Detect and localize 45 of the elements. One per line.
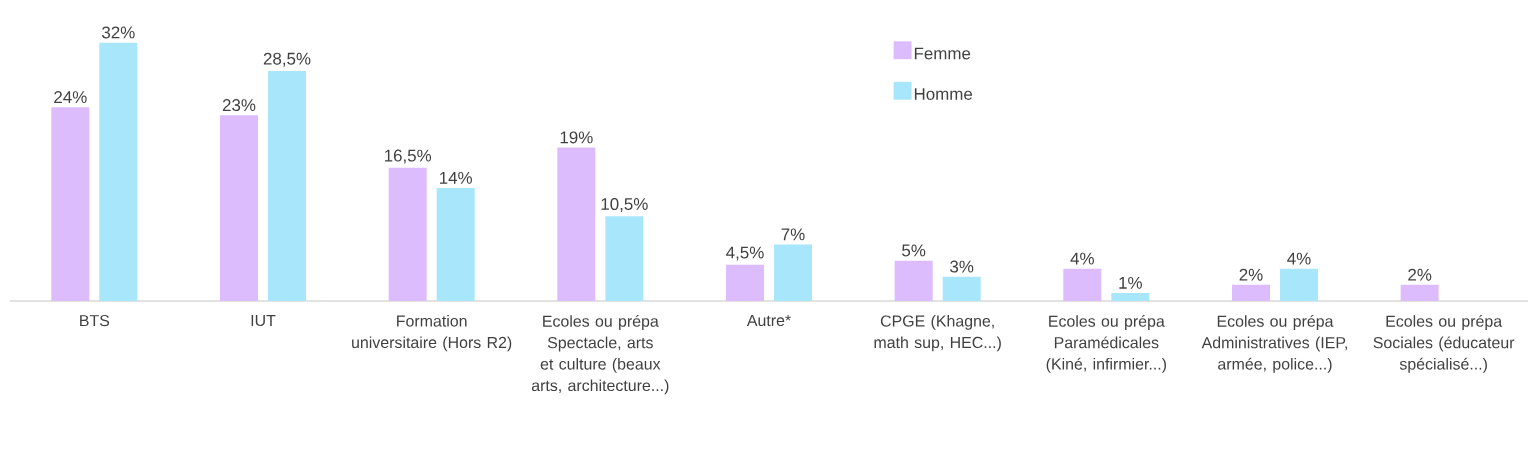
data-label: 16,5% <box>384 149 432 164</box>
data-label: 4% <box>1287 252 1311 265</box>
data-label: 5% <box>902 244 926 257</box>
x-tick-label: Ecoles ou prépa Spectacle, arts et culture (beaux arts, architecture...) <box>531 314 669 395</box>
data-label: 7% <box>781 228 805 241</box>
bar <box>51 107 90 301</box>
legend-label: Homme <box>914 88 973 100</box>
bar <box>605 216 644 301</box>
data-label: 10,5% <box>601 198 648 213</box>
bar <box>1231 284 1270 301</box>
bar <box>1280 268 1318 301</box>
bar <box>894 260 933 301</box>
bar <box>1400 284 1439 301</box>
bar <box>726 264 764 301</box>
data-label: 2% <box>1239 268 1263 281</box>
legend-label: Femme <box>914 47 971 60</box>
data-label: 4,5% <box>726 246 764 261</box>
data-label: 19% <box>560 131 593 144</box>
data-label: 23% <box>222 99 256 112</box>
data-label: 32% <box>102 26 135 39</box>
x-tick-label: IUT <box>251 314 276 327</box>
data-label: 1% <box>1119 276 1142 289</box>
data-label: 24% <box>54 91 87 104</box>
data-label: 4% <box>1070 252 1094 265</box>
data-label: 14% <box>440 171 472 184</box>
data-label: 2% <box>1408 268 1432 281</box>
bar <box>388 167 427 301</box>
x-tick-label: Ecoles ou prépa Paramédicales (Kiné, infirmier...) <box>1046 314 1167 373</box>
x-tick-label: CPGE (Khagne, math sup, HEC...) <box>874 314 1001 352</box>
x-tick-label: Autre* <box>746 314 791 327</box>
x-tick-label: Ecoles ou prépa Sociales (éducateur spécialisé...) <box>1373 314 1515 373</box>
x-tick-label: Ecoles ou prépa Administratives (IEP, armée, police...) <box>1201 314 1347 373</box>
bar <box>1111 292 1150 301</box>
bar <box>557 147 596 301</box>
x-tick-label: Formation universitaire (Hors R2) <box>352 314 512 352</box>
bar <box>436 187 475 301</box>
x-tick-label: BTS <box>80 314 110 327</box>
data-label: 28,5% <box>263 52 311 67</box>
bar <box>1063 268 1102 301</box>
bar <box>99 42 138 301</box>
bar <box>268 70 306 301</box>
data-label: 3% <box>950 260 974 273</box>
bar <box>942 276 981 301</box>
bar <box>774 244 812 301</box>
bar <box>220 115 258 301</box>
